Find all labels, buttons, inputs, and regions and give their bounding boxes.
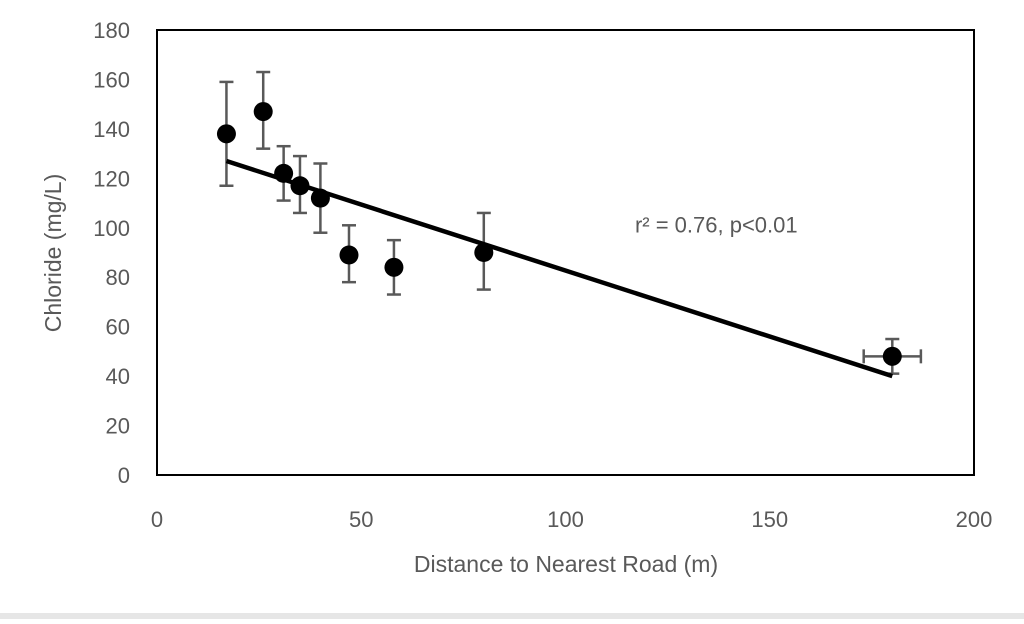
data-point <box>253 102 273 122</box>
data-point <box>474 243 494 262</box>
y-tick-label: 20 <box>106 414 130 439</box>
y-tick-label: 180 <box>93 18 130 43</box>
x-tick-label: 100 <box>547 507 584 532</box>
x-tick-label: 150 <box>751 507 788 532</box>
data-point <box>216 124 236 144</box>
data-point <box>310 188 330 208</box>
y-tick-label: 40 <box>106 364 130 389</box>
data-point <box>882 346 902 366</box>
y-tick-label: 80 <box>106 265 130 290</box>
x-tick-label: 50 <box>349 507 373 532</box>
y-tick-label: 60 <box>106 315 130 340</box>
y-tick-label: 0 <box>118 463 130 488</box>
x-axis-title: Distance to Nearest Road (m) <box>414 551 718 577</box>
r-squared-annotation: r² = 0.76, p<0.01 <box>635 213 798 238</box>
data-point <box>339 245 359 265</box>
y-tick-label: 140 <box>93 117 130 142</box>
x-tick-label: 0 <box>151 507 163 532</box>
y-tick-label: 120 <box>93 166 130 191</box>
data-point <box>274 163 294 183</box>
y-tick-label: 100 <box>93 216 130 241</box>
y-tick-label: 160 <box>93 67 130 92</box>
plot-area <box>156 29 975 476</box>
data-point <box>384 257 404 277</box>
bottom-divider <box>0 613 1024 619</box>
data-point <box>290 176 310 196</box>
trendline <box>225 158 893 379</box>
x-tick-label: 200 <box>956 507 993 532</box>
y-axis-title: Chloride (mg/L) <box>40 174 66 333</box>
